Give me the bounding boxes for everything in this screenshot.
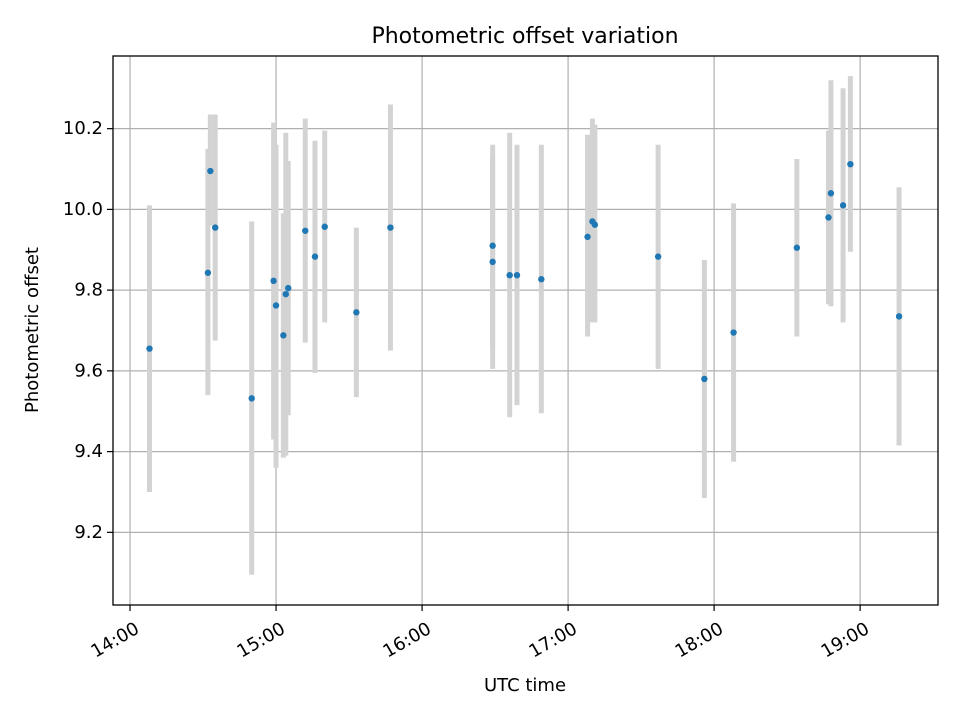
data-points [146,160,903,402]
data-point [387,224,394,231]
data-point [280,332,287,339]
data-point [701,375,708,383]
data-point [270,277,277,285]
data-point [212,224,219,231]
data-point [827,190,835,197]
data-point [730,329,737,336]
data-point [793,244,801,251]
plot-frame [112,55,939,606]
chart-title: Photometric offset variation [371,24,678,49]
data-point [489,242,496,249]
y-tick-label: 9.4 [74,441,103,462]
data-point [506,271,513,279]
data-point [272,302,280,309]
data-point [248,395,255,402]
y-tick-label: 9.8 [74,280,103,301]
y-axis: 9.2 9.4 9.6 9.8 10.0 10.2 [63,118,113,543]
data-point [538,276,545,283]
data-point [654,253,662,260]
data-point [513,271,521,279]
data-point [847,160,854,168]
y-tick-label: 9.2 [74,522,103,543]
data-point [591,221,599,228]
data-point [825,214,832,221]
data-point [207,167,214,175]
data-point [146,345,153,352]
data-point [282,290,289,298]
data-point [895,313,903,320]
y-tick-label: 9.6 [74,360,103,381]
data-point [321,223,328,230]
y-axis-label: Photometric offset [22,247,43,413]
data-point [204,269,212,276]
data-point [311,253,319,260]
y-tick-label: 10.0 [63,199,103,220]
y-tick-label: 10.2 [63,118,103,139]
data-point [839,202,847,209]
data-point [285,284,292,292]
data-point [584,233,591,241]
x-axis-label: UTC time [484,675,566,696]
data-point [489,258,496,266]
data-point [302,227,309,234]
data-point [353,309,360,316]
